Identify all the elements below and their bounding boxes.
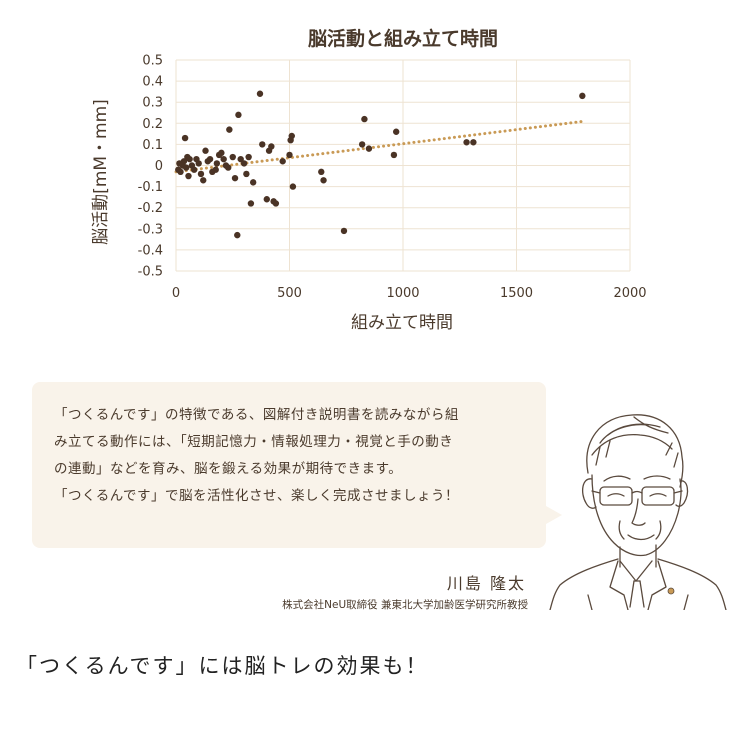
data-point <box>225 164 232 171</box>
y-tick-label: -0.3 <box>138 222 163 237</box>
data-point <box>320 177 327 184</box>
x-tick-label: 0 <box>172 286 180 301</box>
person-name: 川島 隆太 <box>446 574 526 593</box>
speech-bubble-tail <box>546 506 562 524</box>
data-point <box>249 179 257 186</box>
data-point <box>245 153 252 161</box>
message-line: 「つくるんです」で脳を活性化させ、楽しく完成させましょう！ <box>54 488 460 504</box>
data-point <box>234 231 241 239</box>
data-point <box>186 155 193 163</box>
data-point <box>231 174 239 182</box>
data-point <box>288 132 295 140</box>
data-point <box>202 147 209 154</box>
data-point <box>197 170 205 178</box>
y-axis-ticks: 0.5 0.4 0.3 0.2 0.1 0 -0.1 -0.2 -0.3 -0.4 -0.5 <box>138 54 163 280</box>
data-point <box>183 164 190 171</box>
trendline <box>174 119 587 174</box>
data-point <box>206 155 214 163</box>
data-point <box>243 170 250 178</box>
data-point <box>226 126 233 133</box>
data-point <box>470 139 477 146</box>
data-point <box>190 166 198 173</box>
message-text: 「つくるんです」の特徴である、図解付き説明書を読みながら組 み立てる動作には、「… <box>54 402 530 510</box>
x-axis-ticks: 0 500 1000 1500 2000 <box>172 286 647 301</box>
scatter-chart: 脳活動と組み立て時間 0 500 1000 1500 2000 0.5 0.4 0.3 0.2… <box>91 27 647 333</box>
person-title: 株式会社NeU取締役 兼東北大学加齢医学研究所教授 <box>282 599 528 611</box>
x-tick-label: 1500 <box>500 286 533 301</box>
message-line: 「つくるんです」の特徴である、図解付き説明書を読みながら組 <box>54 407 459 423</box>
message-line: の連動」などを育み、脳を鍛える効果が期待できます。 <box>54 461 403 477</box>
data-point <box>361 115 368 123</box>
data-point <box>218 149 225 157</box>
data-point <box>240 160 248 167</box>
y-tick-label: -0.1 <box>138 180 163 195</box>
data-point <box>259 141 266 148</box>
y-tick-label: 0.3 <box>142 96 163 111</box>
message-line: み立てる動作には、「短期記憶力・情報処理力・視覚と手の動き <box>54 434 454 450</box>
data-point <box>177 168 184 176</box>
tagline: 「つくるんです」には脳トレの効果も！ <box>16 654 429 678</box>
y-axis-label: 脳活動[mM・mm] <box>91 99 111 245</box>
data-point <box>365 145 373 152</box>
data-point <box>358 141 366 148</box>
x-tick-label: 500 <box>277 286 302 301</box>
y-tick-label: 0.4 <box>142 75 163 90</box>
data-point <box>256 90 264 97</box>
data-point <box>220 155 227 163</box>
x-tick-label: 1000 <box>386 286 419 301</box>
y-tick-label: 0.5 <box>142 54 163 69</box>
data-point <box>263 196 270 203</box>
x-axis-label: 組み立て時間 <box>351 313 453 333</box>
data-point <box>318 168 325 176</box>
data-point <box>279 158 286 165</box>
data-point <box>392 128 400 135</box>
professor-portrait-illustration <box>549 414 727 610</box>
data-point <box>200 177 207 184</box>
y-tick-label: 0.1 <box>142 138 163 153</box>
data-point <box>268 143 275 150</box>
trendline-path <box>174 119 587 174</box>
data-point <box>185 172 192 180</box>
data-point <box>272 200 280 207</box>
data-point <box>235 111 242 119</box>
data-point <box>247 200 255 207</box>
data-point <box>181 134 189 142</box>
data-point <box>229 153 236 161</box>
y-tick-label: -0.5 <box>138 265 163 280</box>
data-point <box>340 227 348 235</box>
data-point <box>579 92 586 100</box>
chart-title: 脳活動と組み立て時間 <box>307 27 498 50</box>
y-tick-label: -0.4 <box>138 243 163 258</box>
data-point <box>289 183 297 190</box>
y-tick-label: -0.2 <box>138 201 163 216</box>
y-tick-label: 0 <box>155 159 163 174</box>
data-points <box>175 90 586 239</box>
data-point <box>463 139 470 146</box>
data-point <box>213 160 221 167</box>
x-tick-label: 2000 <box>613 286 646 301</box>
data-point <box>286 151 293 159</box>
data-point <box>212 166 219 173</box>
data-point <box>195 160 202 167</box>
y-tick-label: 0.2 <box>142 117 163 132</box>
data-point <box>390 151 398 159</box>
message-box: 「つくるんです」の特徴である、図解付き説明書を読みながら組 み立てる動作には、「… <box>32 382 546 548</box>
